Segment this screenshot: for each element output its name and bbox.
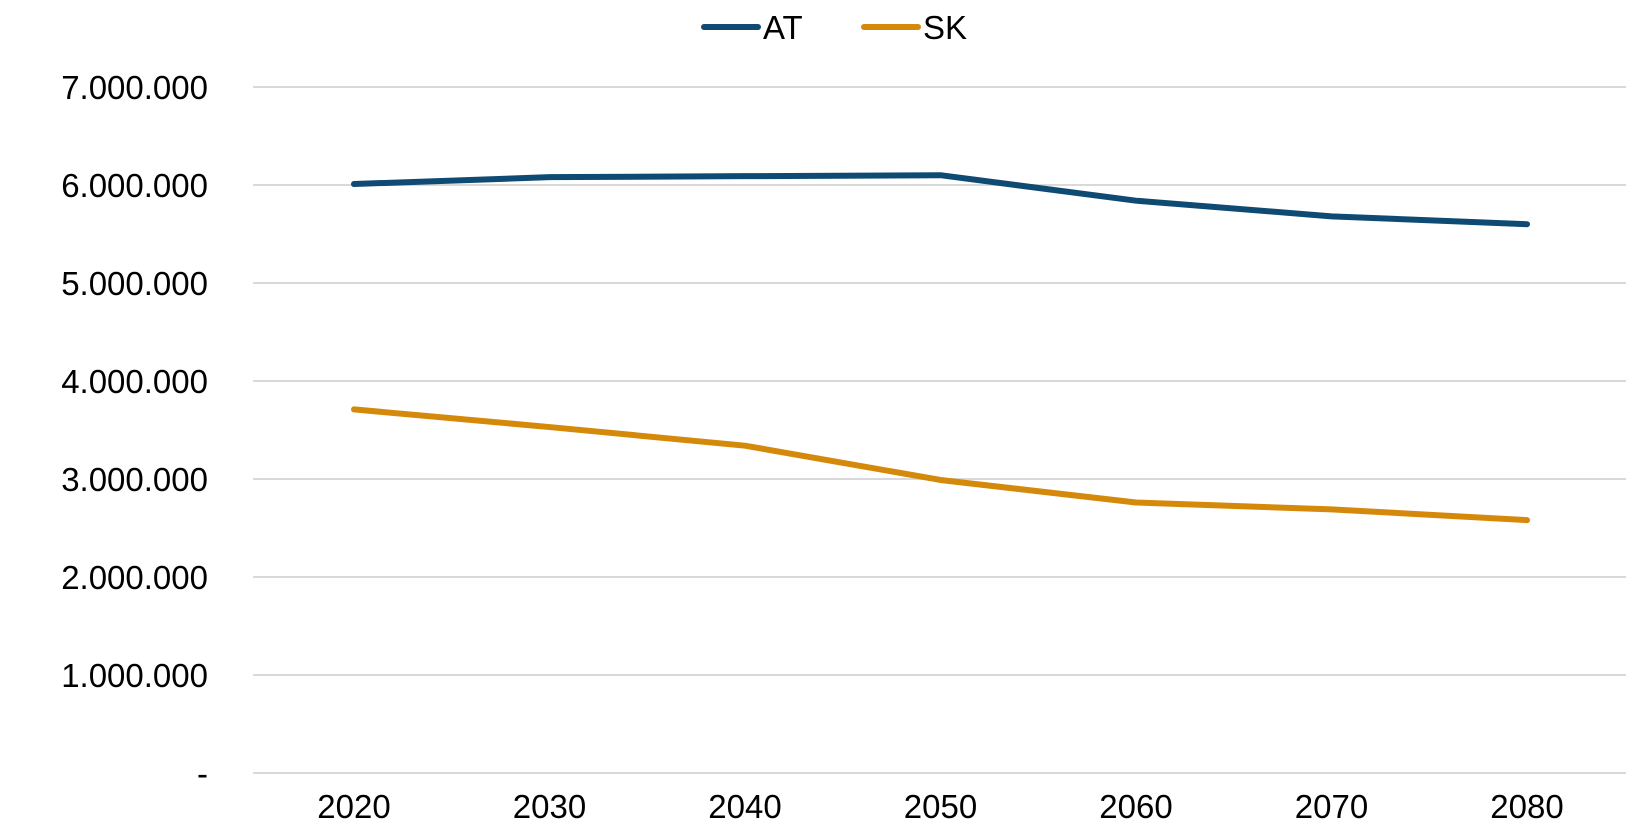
x-tick-label: 2020 (317, 788, 390, 825)
legend-item-sk: SK (861, 9, 967, 46)
series-line-sk (351, 406, 1530, 524)
x-tick-label: 2080 (1490, 788, 1563, 825)
legend-label-sk: SK (923, 9, 967, 46)
x-tick-label: 2070 (1295, 788, 1368, 825)
y-tick-label: 1.000.000 (61, 657, 208, 694)
y-axis-labels: - 1.000.000 2.000.000 3.000.000 4.000.000 5.0… (61, 69, 208, 792)
y-tick-label: 4.000.000 (61, 363, 208, 400)
chart-legend: AT SK (701, 9, 967, 46)
legend-label-at: AT (763, 9, 803, 46)
x-tick-label: 2040 (708, 788, 781, 825)
gridlines (253, 86, 1626, 774)
y-tick-label: 2.000.000 (61, 559, 208, 596)
legend-item-at: AT (701, 9, 803, 46)
x-axis-labels: 2020 2030 2040 2050 2060 2070 2080 (317, 788, 1563, 825)
y-tick-label: - (197, 755, 208, 792)
x-tick-label: 2060 (1099, 788, 1172, 825)
x-tick-label: 2030 (513, 788, 586, 825)
x-tick-label: 2050 (904, 788, 977, 825)
y-tick-label: 6.000.000 (61, 167, 208, 204)
y-tick-label: 5.000.000 (61, 265, 208, 302)
y-tick-label: 7.000.000 (61, 69, 208, 106)
y-tick-label: 3.000.000 (61, 461, 208, 498)
chart-series (351, 172, 1530, 524)
series-line-at (351, 172, 1530, 228)
